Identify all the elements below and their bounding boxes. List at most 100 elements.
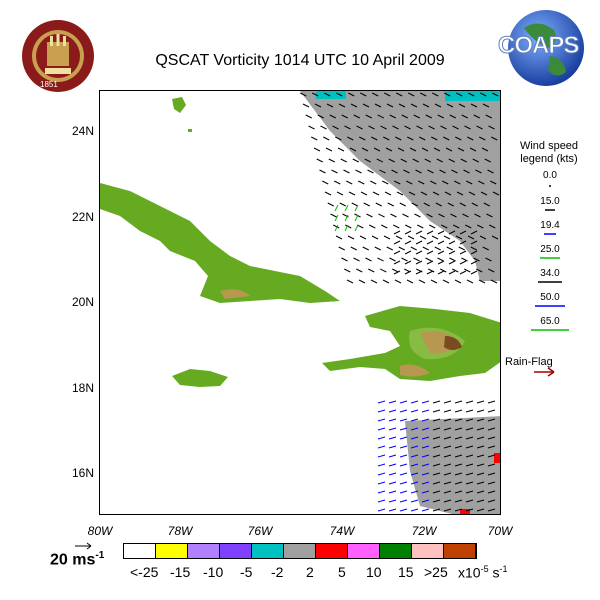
x-tick-label: 70W: [487, 524, 513, 538]
wind-vector: [418, 279, 426, 284]
wind-vector: [476, 409, 485, 413]
wind-vector: [421, 508, 430, 512]
colorbar-unit-exp2: -1: [499, 564, 508, 574]
wind-vector: [427, 169, 434, 174]
wind-legend-arrow: [549, 185, 551, 187]
vorticity-region-red-1: [494, 453, 500, 463]
wind-vector: [341, 257, 348, 262]
colorbar-tick-label: <-25: [130, 564, 159, 580]
colorbar-unit-base: x10: [458, 564, 481, 581]
wind-vector: [459, 260, 467, 265]
wind-legend-value: 65.0: [540, 316, 560, 327]
wind-vector: [446, 246, 453, 251]
wind-vector: [465, 454, 474, 458]
wind-vector: [437, 257, 444, 262]
wind-vector: [482, 246, 489, 251]
wind-vector: [466, 180, 473, 185]
wind-vector: [476, 463, 485, 467]
wind-vector: [377, 463, 386, 467]
wind-vector: [323, 136, 330, 141]
wind-vector: [399, 400, 408, 404]
wind-vector: [487, 454, 496, 458]
wind-vector: [375, 202, 382, 207]
wind-vector: [431, 235, 439, 240]
wind-vector: [476, 427, 485, 431]
wind-vector: [476, 499, 485, 503]
wind-vector: [339, 202, 346, 207]
wind-vector: [393, 270, 401, 275]
wind-vector: [410, 508, 419, 512]
wind-vector: [481, 147, 489, 152]
wind-vector: [324, 191, 332, 196]
wind-vector: [410, 463, 419, 467]
wind-vector: [458, 103, 466, 108]
wind-vector: [399, 436, 408, 440]
wind-vector: [432, 400, 441, 404]
x-tick-label: 76W: [247, 524, 273, 538]
wind-vector: [476, 400, 485, 404]
wind-vector: [449, 114, 456, 119]
wind-vector: [408, 92, 415, 97]
wind-vector: [441, 224, 448, 229]
wind-vector: [421, 454, 430, 458]
wind-vector: [410, 481, 419, 485]
wind-vector: [391, 169, 398, 174]
colorbar-swatch: [124, 544, 156, 558]
map-canvas: [100, 91, 500, 514]
colorbar-tick-label: 2: [306, 564, 314, 580]
colorbar-tick-label: >25: [424, 564, 448, 580]
wind-vector: [308, 125, 315, 130]
wind-vector: [470, 270, 478, 275]
wind-vector: [359, 136, 366, 141]
wind-vector: [415, 169, 422, 174]
wind-vector: [360, 92, 367, 97]
wind-vector: [386, 103, 394, 108]
wind-vector: [334, 224, 339, 232]
wind-legend-title: Wind speed legend (kts): [503, 140, 595, 166]
colorbar-unit-s: s: [488, 564, 500, 581]
land-cuba-relief: [220, 289, 250, 299]
wind-vector: [305, 114, 312, 119]
wind-vector: [429, 224, 436, 229]
wind-vector: [336, 92, 343, 97]
wind-vector: [415, 260, 423, 265]
wind-vector: [368, 125, 375, 130]
wind-vector: [487, 418, 496, 422]
wind-vector: [452, 125, 459, 130]
wind-vector: [394, 279, 402, 284]
wind-vector: [340, 158, 347, 163]
wind-vector: [378, 213, 385, 218]
wind-vector: [319, 169, 326, 174]
wind-vector: [377, 427, 386, 431]
wind-vector: [465, 499, 474, 503]
wind-vector: [465, 490, 474, 494]
wind-vector: [460, 158, 467, 163]
wind-vector: [374, 246, 381, 251]
wind-vector: [394, 180, 401, 185]
wind-vector: [476, 490, 485, 494]
colorbar-swatch: [348, 544, 380, 558]
wind-vector: [344, 224, 349, 232]
vorticity-region-cyan-2: [445, 91, 500, 101]
wind-vector: [442, 180, 449, 185]
wind-vector: [421, 490, 430, 494]
wind-vector: [393, 240, 401, 245]
x-tick-label: 80W: [87, 524, 113, 538]
wind-vector: [406, 279, 414, 284]
wind-vector: [449, 257, 456, 262]
wind-vector: [432, 508, 441, 512]
vector-scale-exponent: -1: [95, 550, 105, 561]
colorbar-tick-label: -5: [240, 564, 253, 580]
land-hispaniola-relief-4: [400, 364, 430, 377]
wind-vector: [455, 235, 463, 240]
wind-vector: [443, 454, 452, 458]
x-tick-label: 78W: [167, 524, 193, 538]
wind-vector: [352, 158, 359, 163]
rain-flag-label: Rain-Flag: [505, 356, 553, 368]
wind-vector: [410, 490, 419, 494]
wind-legend-title-line2: legend (kts): [520, 153, 578, 165]
wind-vector: [426, 260, 434, 265]
y-tick-label: 22N: [71, 210, 94, 224]
wind-vector: [413, 114, 420, 119]
wind-vector: [443, 235, 451, 240]
